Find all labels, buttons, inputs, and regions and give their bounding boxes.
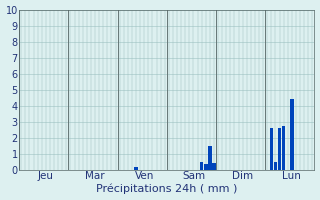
Bar (212, 163, 216, 170)
Bar (204, 164, 207, 170)
X-axis label: Précipitations 24h ( mm ): Précipitations 24h ( mm ) (96, 184, 237, 194)
Bar (282, 126, 285, 170)
Bar (208, 146, 212, 170)
Bar (290, 99, 294, 170)
Bar (200, 162, 204, 170)
Bar (270, 128, 273, 170)
Bar (134, 167, 138, 170)
Bar (278, 128, 281, 170)
Bar (274, 162, 277, 170)
